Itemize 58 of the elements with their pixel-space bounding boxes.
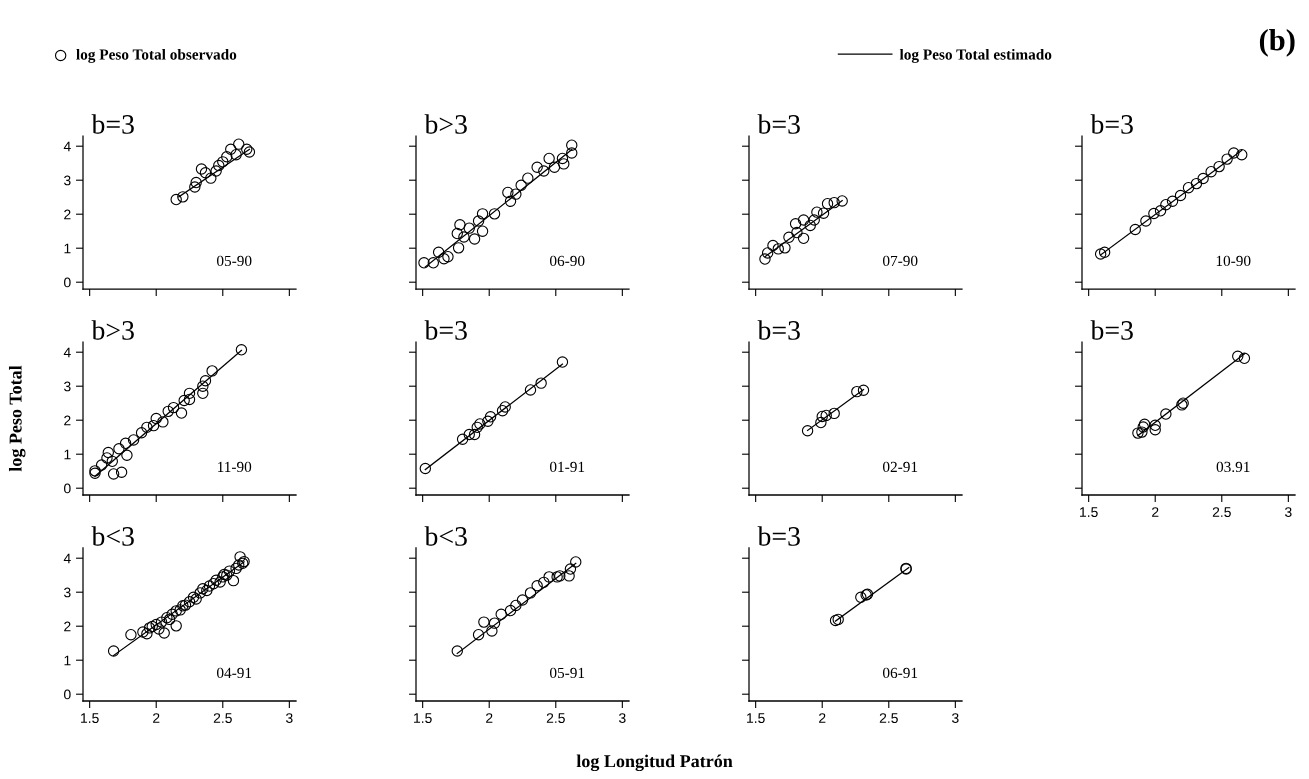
y-tick-label: 3 [64,175,71,186]
annotation: 10-90 [1216,255,1251,267]
annotation: 06-91 [882,667,918,679]
x-tick-label: 3 [286,713,293,724]
text: b<3 [91,526,134,546]
x-axis-title: log Longitud Patrón [576,754,733,772]
text: b=3 [757,526,800,546]
y-tick-label: 2 [64,621,71,632]
y-tick-label: 1 [64,655,71,666]
y-tick-label: 3 [64,587,71,598]
y-tick-label: 2 [64,415,71,426]
x-tick-label: 2.5 [1212,507,1231,518]
y-tick-label: 1 [64,243,71,254]
x-tick-label: 2.5 [879,713,898,724]
y-tick-label: 4 [63,553,71,564]
text: b=3 [1090,114,1133,134]
text: b>3 [91,320,134,340]
x-tick-label: 3 [1285,507,1292,518]
text: b=3 [1090,320,1133,340]
y-tick-label: 2 [64,209,71,220]
annotation: 03.91 [1216,461,1250,473]
x-tick-label: 2.5 [213,713,232,724]
text: b=3 [91,114,134,134]
y-tick-label: 0 [64,277,71,288]
text: b=3 [757,114,800,134]
x-tick-label: 2 [1152,507,1159,517]
y-tick-label: 4 [63,347,71,358]
annotation: 11-90 [218,461,252,473]
y-axis-title: log Peso Total [8,365,26,472]
x-tick-label: 2 [486,713,493,723]
annotation: 05-90 [216,255,252,267]
annotation: 02-91 [882,461,918,473]
x-tick-label: 2 [819,713,826,723]
legend-label: log Peso Total estimado [899,48,1052,63]
legend-label: log Peso Total observado [76,48,237,63]
text: b=3 [757,320,800,340]
x-tick-label: 1.5 [81,713,99,724]
x-tick-label: 1.5 [1080,507,1098,518]
annotation: 01-91 [549,461,585,473]
text: b<3 [424,526,467,546]
x-tick-label: 2 [153,713,160,723]
text: b>3 [424,114,467,134]
y-tick-label: 0 [64,483,71,494]
annotation: 04-91 [216,667,252,679]
y-tick-label: 0 [64,689,71,700]
x-tick-label: 3 [952,713,959,724]
annotation: 07-90 [882,255,918,267]
y-tick-label: 3 [64,381,71,392]
x-tick-label: 3 [619,713,626,724]
annotation: 06-90 [549,255,585,267]
y-tick-label: 4 [63,141,71,152]
x-tick-label: 2.5 [546,713,565,724]
x-tick-label: 1.5 [747,713,765,724]
chart-title: (b) [1259,28,1295,57]
y-tick-label: 1 [64,449,71,460]
text: b=3 [424,320,467,340]
annotation: 05-91 [549,667,585,679]
x-tick-label: 1.5 [414,713,432,724]
